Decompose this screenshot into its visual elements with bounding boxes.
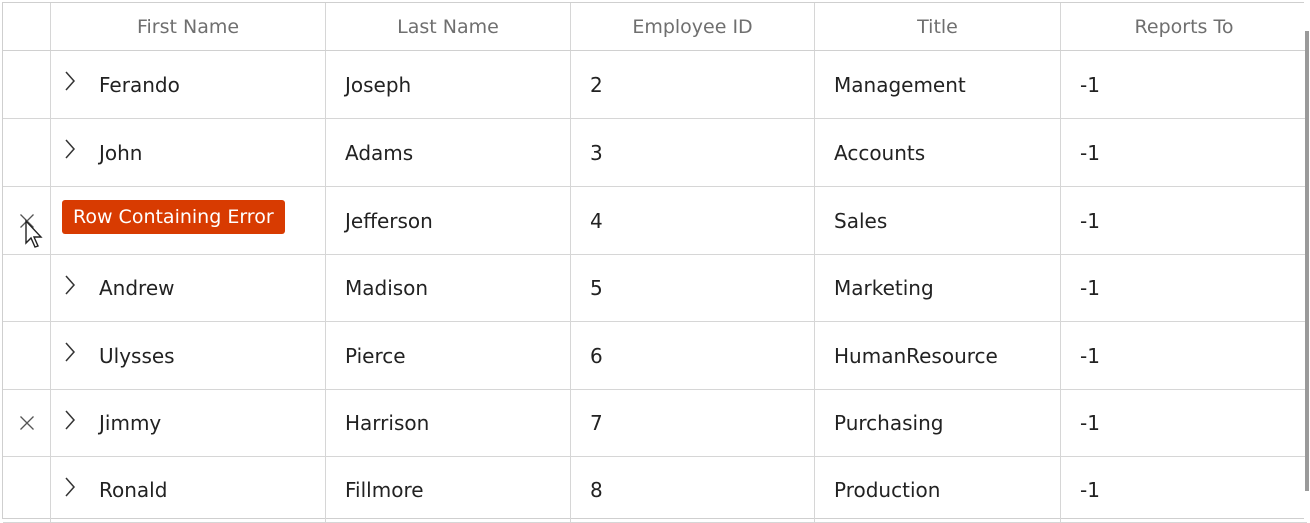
cell-title[interactable]: Accounts [815, 119, 1061, 186]
cell-first-name[interactable]: Jimmy [51, 390, 326, 456]
cell-first-name[interactable]: Ferando [51, 51, 326, 118]
cell-employee-id[interactable]: 3 [571, 119, 815, 186]
cell-employee-id[interactable]: 6 [571, 322, 815, 389]
cell-employee-id[interactable]: 4 [571, 187, 815, 254]
header-title[interactable]: Title [815, 3, 1061, 50]
first-name-text: Ferando [99, 72, 180, 97]
cell-last-name[interactable]: Harrison [326, 390, 571, 456]
vertical-scrollbar[interactable] [1305, 31, 1309, 491]
cell-title[interactable]: Purchasing [815, 390, 1061, 456]
cell-employee-id[interactable]: 5 [571, 255, 815, 321]
cell-reports-to[interactable]: -1 [1080, 208, 1100, 233]
cell-reports-to[interactable]: -1 [1080, 477, 1100, 502]
cell-last-name[interactable]: Madison [326, 255, 571, 321]
grid-header-row: First Name Last Name Employee ID Title R… [3, 3, 1307, 51]
error-x-icon [19, 416, 34, 430]
first-name-text: Ronald [99, 477, 168, 502]
expand-chevron-icon[interactable] [63, 475, 77, 499]
expand-chevron-icon[interactable] [63, 137, 77, 161]
table-row[interactable]: Row Containing Error Jefferson 4 Sales -1 [3, 187, 1307, 255]
header-row-indicator [3, 3, 51, 50]
row-indicator[interactable] [3, 255, 51, 321]
cell-reports-to[interactable]: -1 [1080, 276, 1100, 300]
row-indicator[interactable] [3, 119, 51, 186]
first-name-text: John [99, 140, 143, 165]
row-indicator[interactable] [3, 457, 51, 522]
cell-employee-id[interactable]: 8 [571, 457, 815, 522]
table-row[interactable]: Ulysses Pierce 6 HumanResource -1 [3, 322, 1307, 390]
first-name-text: Andrew [99, 276, 175, 300]
first-name-text: Jimmy [99, 411, 162, 435]
cell-title[interactable]: Sales [815, 187, 1061, 254]
cell-employee-id[interactable]: 2 [571, 51, 815, 118]
table-row[interactable]: John Adams 3 Accounts -1 [3, 119, 1307, 187]
cell-first-name[interactable]: Andrew [51, 255, 326, 321]
error-tooltip: Row Containing Error [62, 200, 285, 234]
row-indicator[interactable] [3, 51, 51, 118]
cell-first-name[interactable]: Ulysses [51, 322, 326, 389]
expand-chevron-icon[interactable] [63, 408, 77, 432]
cell-last-name[interactable]: Pierce [326, 322, 571, 389]
cell-first-name[interactable]: Ronald [51, 457, 326, 522]
row-indicator[interactable] [3, 390, 51, 456]
first-name-text: Ulysses [99, 343, 175, 368]
cell-reports-to[interactable]: -1 [1080, 411, 1100, 435]
header-last-name[interactable]: Last Name [326, 3, 571, 50]
expand-chevron-icon[interactable] [63, 340, 77, 364]
table-row[interactable]: Ronald Fillmore 8 Production -1 [3, 457, 1307, 523]
cell-last-name[interactable]: Fillmore [326, 457, 571, 522]
table-row[interactable]: Jimmy Harrison 7 Purchasing -1 [3, 390, 1307, 457]
cell-reports-to[interactable]: -1 [1080, 140, 1100, 165]
table-row[interactable]: Andrew Madison 5 Marketing -1 [3, 255, 1307, 322]
cell-employee-id[interactable]: 7 [571, 390, 815, 456]
cell-reports-to[interactable]: -1 [1080, 343, 1100, 368]
cell-title[interactable]: Production [815, 457, 1061, 522]
header-employee-id[interactable]: Employee ID [571, 3, 815, 50]
row-indicator[interactable] [3, 322, 51, 389]
cell-last-name[interactable]: Joseph [326, 51, 571, 118]
row-indicator[interactable] [3, 187, 51, 254]
header-first-name[interactable]: First Name [51, 3, 326, 50]
expand-chevron-icon[interactable] [63, 69, 77, 93]
expand-chevron-icon[interactable] [63, 273, 77, 297]
cell-title[interactable]: Management [815, 51, 1061, 118]
cell-last-name[interactable]: Adams [326, 119, 571, 186]
cell-last-name[interactable]: Jefferson [326, 187, 571, 254]
cell-first-name[interactable]: John [51, 119, 326, 186]
cell-reports-to[interactable]: -1 [1080, 72, 1100, 97]
mouse-cursor-icon [25, 219, 43, 248]
table-row[interactable]: Ferando Joseph 2 Management -1 [3, 51, 1307, 119]
header-reports-to[interactable]: Reports To [1134, 15, 1234, 38]
cell-title[interactable]: HumanResource [815, 322, 1061, 389]
error-x-icon [19, 213, 34, 228]
cell-title[interactable]: Marketing [815, 255, 1061, 321]
cell-first-name[interactable]: Row Containing Error [51, 187, 326, 254]
